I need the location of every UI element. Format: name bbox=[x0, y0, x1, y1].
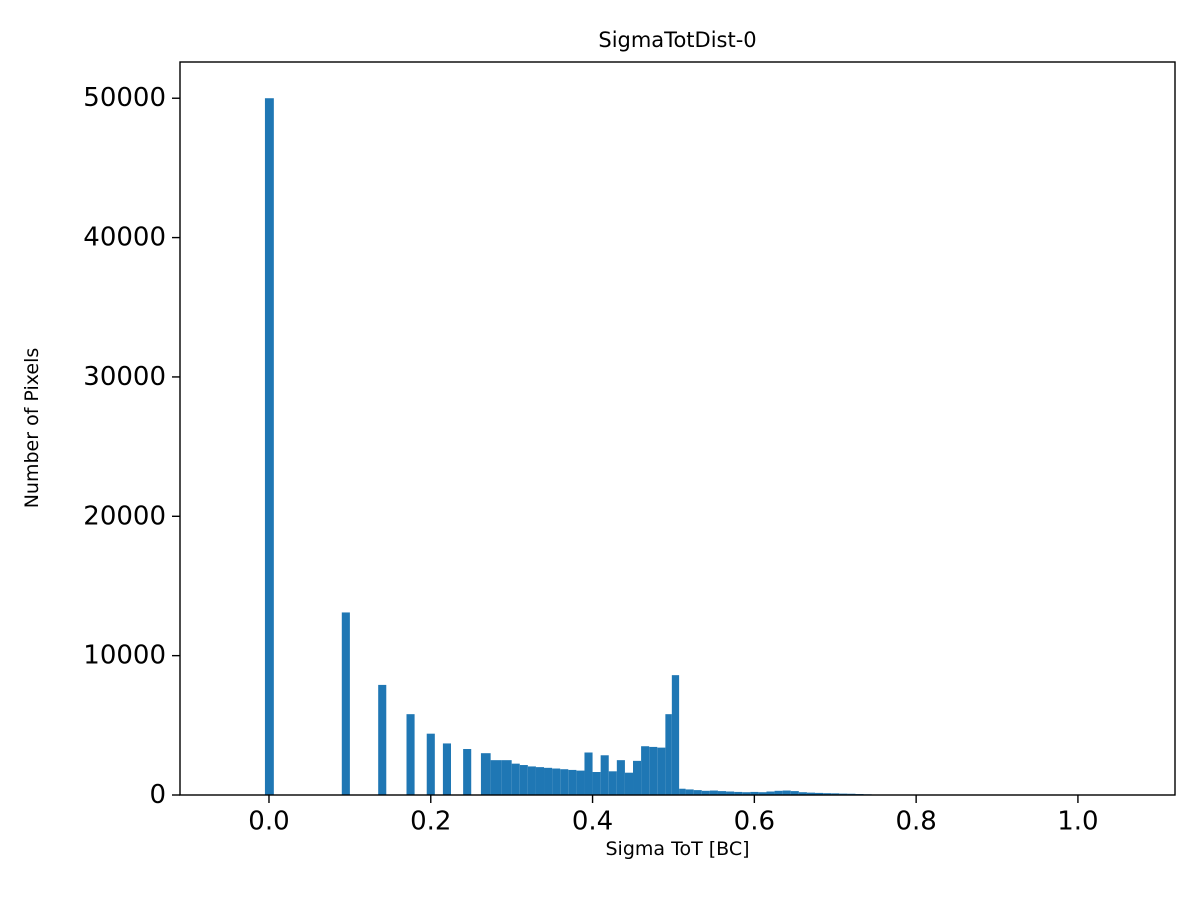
histogram-bar bbox=[750, 791, 759, 795]
x-tick-label: 1.0 bbox=[1057, 806, 1098, 836]
histogram-bar bbox=[665, 714, 672, 795]
y-tick-label: 30000 bbox=[83, 362, 166, 392]
histogram-bar bbox=[742, 792, 751, 795]
x-tick-label: 0.8 bbox=[895, 806, 936, 836]
y-tick-label: 0 bbox=[149, 780, 166, 810]
histogram-bar bbox=[406, 714, 415, 795]
chart-title: SigmaTotDist-0 bbox=[598, 28, 757, 52]
y-tick-label: 10000 bbox=[83, 641, 166, 671]
histogram-bar bbox=[701, 790, 710, 795]
histogram-bar bbox=[823, 793, 832, 795]
histogram-bar bbox=[798, 792, 807, 795]
histogram-bar bbox=[519, 765, 528, 795]
histogram-bar bbox=[633, 760, 642, 795]
histogram-bar bbox=[649, 746, 658, 795]
histogram-bar bbox=[709, 790, 718, 795]
histogram-bar bbox=[442, 743, 451, 795]
histogram-bar bbox=[527, 766, 536, 795]
histogram-bar bbox=[679, 788, 686, 795]
histogram-bar bbox=[624, 772, 634, 795]
histogram-bar bbox=[568, 769, 577, 795]
histogram-bar bbox=[685, 789, 694, 795]
x-tick-label: 0.4 bbox=[572, 806, 613, 836]
histogram-bar bbox=[806, 792, 816, 795]
histogram-bar bbox=[584, 752, 593, 795]
y-tick-label: 40000 bbox=[83, 223, 166, 253]
histogram-bar bbox=[815, 792, 824, 795]
histogram-bar bbox=[576, 770, 585, 795]
histogram-bar bbox=[480, 753, 491, 795]
histogram-bar bbox=[766, 791, 775, 795]
histogram-bar bbox=[782, 790, 791, 795]
histogram-bar bbox=[490, 760, 502, 795]
histogram-bar bbox=[560, 769, 569, 795]
histogram-bar bbox=[463, 749, 472, 795]
histogram-bar bbox=[264, 98, 274, 796]
histogram-bar bbox=[378, 684, 387, 795]
histogram-bar bbox=[426, 733, 435, 795]
histogram-bar bbox=[734, 791, 743, 795]
histogram-bar bbox=[501, 760, 512, 795]
histogram-bar bbox=[535, 767, 545, 795]
x-axis-label: Sigma ToT [BC] bbox=[605, 838, 750, 860]
histogram-bar bbox=[831, 793, 840, 795]
x-tick-label: 0.6 bbox=[734, 806, 775, 836]
histogram-bar bbox=[717, 791, 727, 795]
histogram-bar bbox=[552, 768, 561, 795]
x-tick-label: 0.2 bbox=[410, 806, 451, 836]
histogram-bar bbox=[657, 747, 666, 795]
axes-spines bbox=[179, 61, 1176, 796]
histogram-bar bbox=[511, 763, 520, 795]
histogram-bar bbox=[616, 760, 625, 795]
histogram-bar bbox=[671, 675, 680, 795]
histogram-bar bbox=[592, 772, 601, 795]
y-tick-label: 50000 bbox=[83, 83, 166, 113]
histogram-bar bbox=[341, 612, 350, 795]
histogram-bar bbox=[774, 790, 783, 795]
histogram-bar bbox=[608, 771, 617, 795]
histogram-bar bbox=[693, 790, 702, 795]
histogram-bar bbox=[790, 791, 799, 795]
histogram-bar bbox=[544, 767, 553, 795]
x-tick-label: 0.0 bbox=[248, 806, 289, 836]
y-axis-label: Number of Pixels bbox=[21, 347, 43, 509]
histogram-bar bbox=[758, 792, 767, 795]
histogram-bar bbox=[600, 755, 609, 795]
y-tick-label: 20000 bbox=[83, 501, 166, 531]
histogram-bar bbox=[641, 746, 650, 795]
histogram-bar bbox=[726, 791, 735, 795]
